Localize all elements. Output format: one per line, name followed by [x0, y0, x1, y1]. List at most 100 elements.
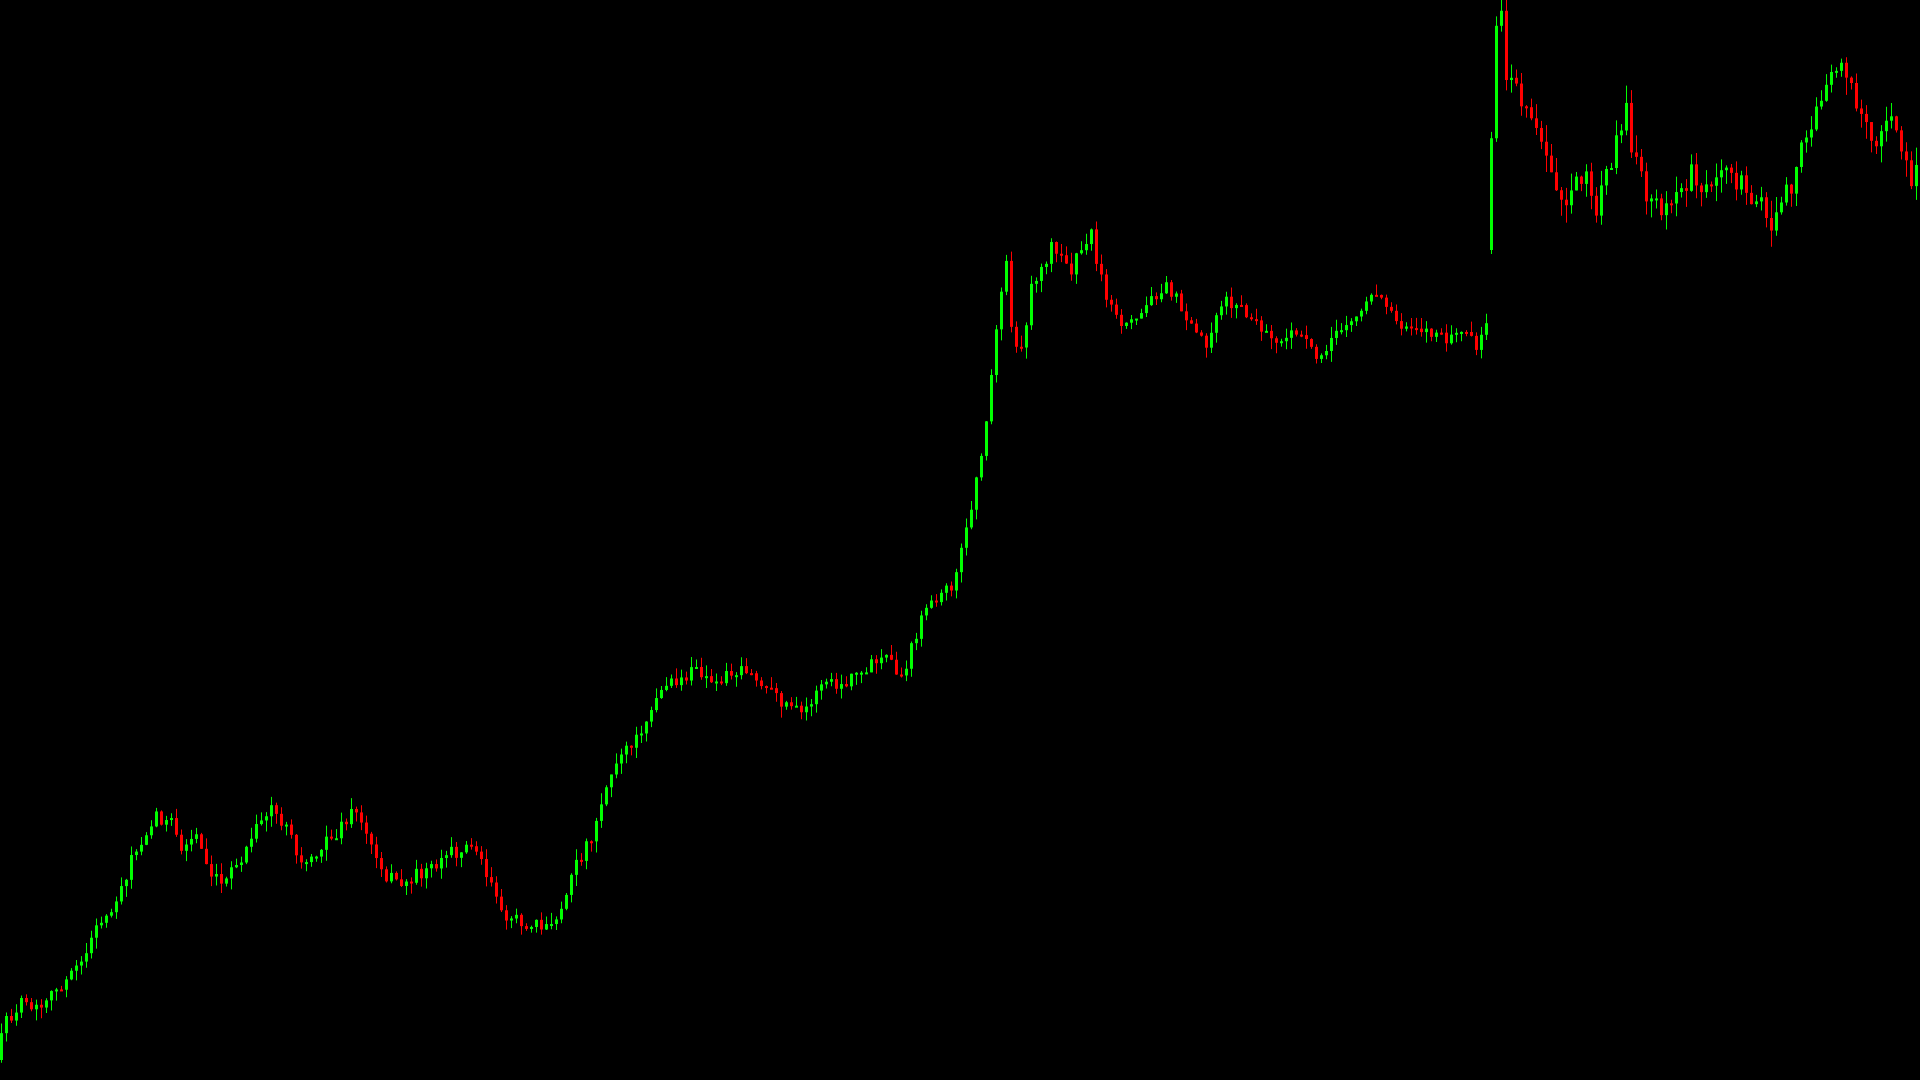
candle-body — [300, 855, 303, 863]
candle-body — [1720, 170, 1723, 178]
candle-body — [790, 702, 793, 707]
candle-body — [1330, 337, 1333, 351]
candle-body — [1135, 318, 1138, 321]
candle-body — [960, 547, 963, 573]
candle-body — [1595, 195, 1598, 216]
candle-body — [855, 672, 858, 675]
candle-body — [275, 805, 278, 814]
candle-body — [1160, 293, 1163, 300]
candle-body — [265, 816, 268, 821]
candle-body — [200, 834, 203, 849]
candle-body — [500, 896, 503, 911]
candle-body — [1375, 294, 1378, 297]
candle-body — [335, 838, 338, 841]
candle-body — [825, 681, 828, 685]
candle-body — [1495, 25, 1498, 139]
candle-body — [695, 667, 698, 670]
candle-body — [485, 859, 488, 878]
candle-body — [0, 1033, 3, 1060]
candle-body — [1000, 291, 1003, 330]
candle-body — [805, 706, 808, 713]
candle-body — [245, 846, 248, 863]
candle-body — [1765, 197, 1768, 218]
candle-body — [660, 689, 663, 699]
candle-body — [1045, 263, 1048, 267]
candle-body — [1080, 250, 1083, 254]
candle-body — [1410, 326, 1413, 329]
candle-body — [430, 864, 433, 869]
candle-body — [250, 838, 253, 847]
candle-body — [35, 1004, 38, 1010]
candle-body — [880, 657, 883, 664]
candle-body — [150, 826, 153, 836]
candle-body — [70, 970, 73, 980]
candle-body — [1520, 83, 1523, 107]
candle-body — [875, 659, 878, 664]
candle-body — [55, 989, 58, 992]
candle-body — [1460, 331, 1463, 334]
candle-body — [390, 872, 393, 882]
candle-body — [1790, 184, 1793, 194]
candle-body — [1015, 326, 1018, 347]
candle-body — [1315, 346, 1318, 359]
candle-body — [1450, 334, 1453, 344]
candle-body — [645, 721, 648, 734]
candle-body — [215, 874, 218, 877]
candle-body — [1465, 331, 1468, 334]
candle-body — [395, 872, 398, 880]
candle-body — [975, 477, 978, 510]
candle-body — [1310, 339, 1313, 347]
candle-body — [1490, 138, 1493, 250]
candle-body — [320, 849, 323, 857]
candle-body — [240, 862, 243, 866]
candle-body — [865, 672, 868, 675]
candle-body — [1415, 328, 1418, 331]
candle-body — [1740, 175, 1743, 190]
candle-body — [505, 910, 508, 921]
candle-body — [580, 859, 583, 862]
candle-body — [420, 868, 423, 879]
candle-body — [1280, 341, 1283, 344]
candle-body — [1050, 242, 1053, 264]
candle-body — [450, 846, 453, 856]
candle-body — [490, 877, 493, 883]
candle-body — [1860, 108, 1863, 114]
candle-body — [910, 643, 913, 669]
candle-body — [1400, 321, 1403, 329]
candle-body — [635, 734, 638, 748]
candle-body — [860, 672, 863, 675]
candle-body — [1155, 296, 1158, 300]
candle-body — [850, 673, 853, 687]
candle-body — [1185, 311, 1188, 321]
candle-body — [795, 705, 798, 708]
candle-body — [1625, 102, 1628, 131]
candle-body — [1235, 304, 1238, 309]
candle-body — [1835, 70, 1838, 73]
candle-body — [1025, 325, 1028, 348]
candle-body — [1355, 316, 1358, 322]
candle-body — [410, 881, 413, 884]
candle-body — [1565, 199, 1568, 206]
candle-body — [1220, 306, 1223, 316]
candle-body — [470, 844, 473, 847]
candle-body — [1240, 304, 1243, 307]
candle-body — [1910, 160, 1913, 187]
candle-body — [840, 684, 843, 689]
candle-body — [10, 1016, 13, 1021]
candle-body — [615, 763, 618, 775]
candle-body — [1040, 266, 1043, 281]
candle-body — [225, 878, 228, 884]
candle-body — [1010, 260, 1013, 327]
candle-body — [365, 822, 368, 834]
candle-body — [1735, 172, 1738, 190]
candle-body — [1140, 313, 1143, 319]
candle-body — [1815, 106, 1818, 130]
candle-body — [425, 868, 428, 879]
candle-body — [405, 881, 408, 886]
candle-body — [930, 600, 933, 608]
candle-body — [1680, 188, 1683, 193]
candle-body — [1750, 192, 1753, 205]
candle-body — [1255, 319, 1258, 322]
